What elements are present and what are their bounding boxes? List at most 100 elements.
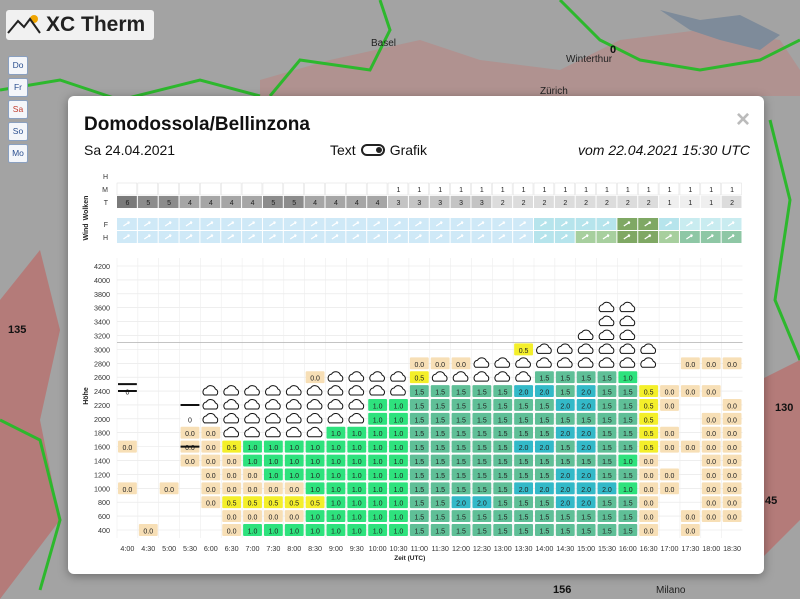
lift-cell [451,482,471,495]
cloud-icon [369,385,385,396]
y-tick-label: 2800 [94,359,110,368]
cloud-m-value: 1 [501,187,505,194]
wind-arrow-icon [352,221,360,227]
lift-value: 0.0 [686,445,696,452]
lift-value: 1.5 [435,417,445,424]
lift-value: 2.0 [560,403,570,410]
x-tick-label: 6:00 [204,544,218,553]
wind-arrow-icon [623,221,631,227]
lift-value: 0.0 [123,445,133,452]
day-button-fr[interactable]: Fr [8,78,28,97]
lift-cell [263,482,283,495]
x-tick-label: 14:00 [535,544,553,553]
y-tick-label: 3200 [94,331,110,340]
wind-row-label: F [104,222,108,229]
day-button-do[interactable]: Do [8,56,28,75]
cloud-t-value: 5 [146,200,150,207]
close-button[interactable]: × [735,106,750,133]
cloud-t-cell [700,196,721,208]
lift-value: 0.5 [414,376,424,383]
lift-value: 1.5 [602,445,612,452]
lift-cell [222,510,242,523]
map-value: 156 [553,584,572,596]
view-toggle[interactable]: Text Grafik [330,142,427,158]
lift-cell [493,482,513,495]
lift-value: 1.5 [540,473,550,480]
lift-cell [430,482,450,495]
cloud-m-cell [304,182,325,196]
lift-cell [597,399,617,411]
lift-value: 1.0 [352,431,362,438]
cloud-icon [473,371,490,382]
lift-value: 1.0 [310,487,320,494]
lift-cell [347,454,367,467]
lift-value: 1.5 [414,390,424,397]
lift-cell [514,399,533,411]
cloud-icon [244,399,260,410]
cloud-icon [285,385,302,396]
cloud-m-cell [471,182,492,196]
lift-cell [535,399,554,411]
wind-arrow-icon [248,221,256,227]
lift-cell [618,385,638,397]
lift-value: 1.0 [352,515,362,522]
lift-cell [451,426,471,439]
lift-cell [347,426,367,439]
lift-cell [555,468,575,481]
lift-cell [430,468,450,481]
lift-cell [722,399,742,411]
lift-value: 0.0 [727,445,737,452]
station-title: Domodossola/Bellinzona [84,114,310,135]
lift-value: 1.0 [352,529,362,536]
lift-value: 1.5 [602,417,612,424]
day-button-so[interactable]: So [8,122,28,141]
wind-arrow-icon [560,234,568,240]
lift-cell [430,440,450,453]
cloud-m-cell [596,182,617,196]
cloud-t-value: 6 [125,200,129,207]
lift-cell [222,440,242,453]
lift-cell [284,496,304,509]
map-city-winterthur: Winterthur [566,54,613,65]
cloud-m-cell [408,182,429,196]
lift-value: 1.0 [373,445,383,452]
lift-cell [347,440,367,453]
app-logo[interactable]: XC Therm [6,10,154,40]
cloud-m-cell [533,182,555,196]
cloud-t-cell [513,196,533,208]
day-button-mo[interactable]: Mo [8,144,28,163]
cloud-t-cell [471,196,492,208]
day-button-sa[interactable]: Sa [8,100,28,119]
cloud-m-value: 1 [584,187,588,194]
lift-cell [263,468,283,481]
cloud-m-cell [137,182,158,196]
lift-cell [555,412,575,425]
lift-cell [576,385,596,397]
cloud-m-cell [512,182,534,196]
wind-arrow-icon [665,221,673,227]
lift-value: 0.0 [727,501,737,508]
lift-value: 0.0 [185,445,195,452]
cloud-t-cell [346,196,367,208]
lift-value: 1.5 [602,459,612,466]
lift-value: 1.5 [498,515,508,522]
lift-cell [430,399,450,411]
lift-value: 1.5 [456,529,466,536]
lift-cell [451,524,471,536]
cloud-m-cell [241,182,263,196]
y-tick-label: 2200 [94,401,110,410]
lift-cell [722,426,742,439]
lift-cell [701,412,721,425]
lift-cell [305,371,325,384]
lift-cell [347,496,367,509]
toggle-label-graphic: Grafik [389,142,428,158]
lift-value: 0.0 [456,362,466,369]
lift-value: 1.0 [331,515,341,522]
lift-cell [201,496,221,509]
toggle-switch[interactable] [360,144,385,156]
lift-cell [368,412,388,425]
lift-cell [409,482,429,495]
lift-cell [597,385,617,397]
cloud-row-label: H [103,174,108,181]
lift-cell [430,385,450,397]
